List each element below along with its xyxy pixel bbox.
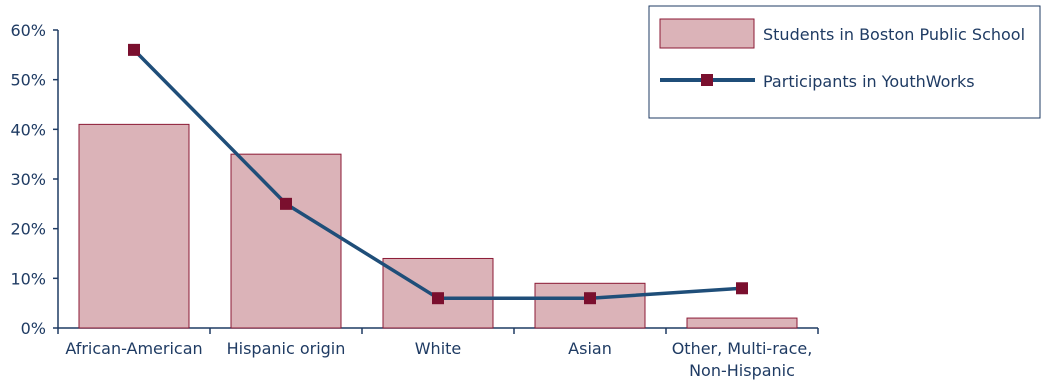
series-marker (128, 43, 140, 56)
series-marker (584, 292, 596, 305)
legend-swatch-bar (659, 18, 755, 49)
x-tick-label: Hispanic origin (227, 339, 346, 358)
y-tick-label: 40% (10, 120, 46, 139)
bar (534, 282, 646, 329)
x-tick-label: White (415, 339, 462, 358)
bars (78, 123, 798, 329)
x-tick-label: Asian (568, 339, 612, 358)
x-tick-label: Non-Hispanic (689, 361, 795, 380)
legend-label-bar: Students in Boston Public School (763, 25, 1025, 44)
bar (230, 153, 342, 329)
legend-swatch-marker (701, 74, 713, 86)
y-tick-label: 20% (10, 220, 46, 239)
legend-label-line: Participants in YouthWorks (763, 72, 975, 91)
y-tick-label: 30% (10, 170, 46, 189)
labels: 0% 10% 20% 30% 40% 50% 60% African-American Hisp… (10, 21, 812, 380)
x-tick-label: African-American (65, 339, 202, 358)
bar (686, 317, 798, 329)
series-marker (280, 197, 292, 210)
series-marker (736, 282, 748, 295)
y-tick-label: 0% (21, 319, 46, 338)
bar (78, 123, 190, 329)
x-tick-label: Other, Multi-race, (672, 339, 813, 358)
legend: Students in Boston Public School Partici… (648, 5, 1041, 119)
series-marker (432, 292, 444, 305)
y-tick-label: 10% (10, 269, 46, 288)
line-series (128, 43, 748, 305)
y-tick-label: 50% (10, 71, 46, 90)
y-tick-label: 60% (10, 21, 46, 40)
